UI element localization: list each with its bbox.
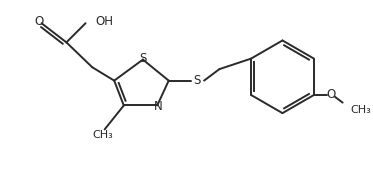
Text: OH: OH (95, 15, 113, 28)
Text: N: N (154, 100, 163, 113)
Text: O: O (326, 89, 336, 102)
Text: O: O (34, 15, 43, 28)
Text: CH₃: CH₃ (350, 105, 371, 115)
Text: S: S (194, 74, 201, 87)
Text: S: S (139, 52, 147, 65)
Text: CH₃: CH₃ (93, 130, 113, 140)
